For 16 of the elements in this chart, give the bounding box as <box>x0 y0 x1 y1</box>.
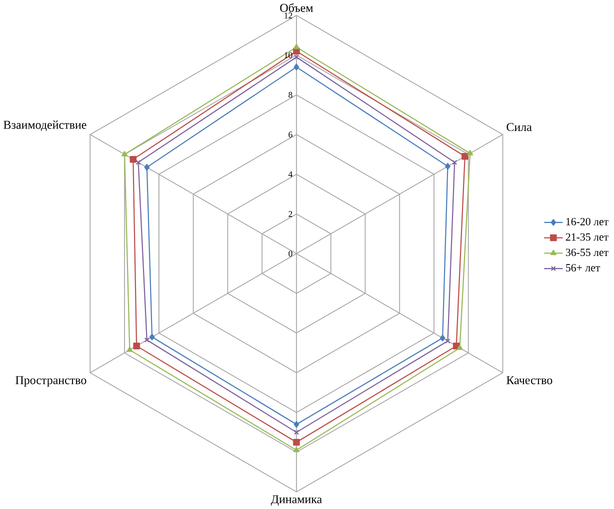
legend-label: 56+ лет <box>566 264 600 272</box>
legend-label: 16-20 лет <box>566 218 608 226</box>
spoke-label: Пространство <box>16 376 86 387</box>
y-tick-label: 0 <box>288 250 292 257</box>
y-tick-label: 6 <box>288 132 292 138</box>
y-tick-label: 4 <box>288 171 292 178</box>
spoke-label: Динамика <box>270 495 322 506</box>
y-tick-label: 2 <box>288 211 292 217</box>
y-tick-label: 12 <box>284 12 292 18</box>
y-tick-label: 8 <box>288 92 292 98</box>
legend-label: 36-55 лет <box>566 248 608 256</box>
spoke-label: Взаимодействие <box>4 120 86 132</box>
legend-label: 21-35 лет <box>566 233 608 241</box>
spoke-label: Объем <box>280 3 313 12</box>
spoke-label: Качество <box>506 376 552 384</box>
spoke-label: Сила <box>506 123 532 132</box>
